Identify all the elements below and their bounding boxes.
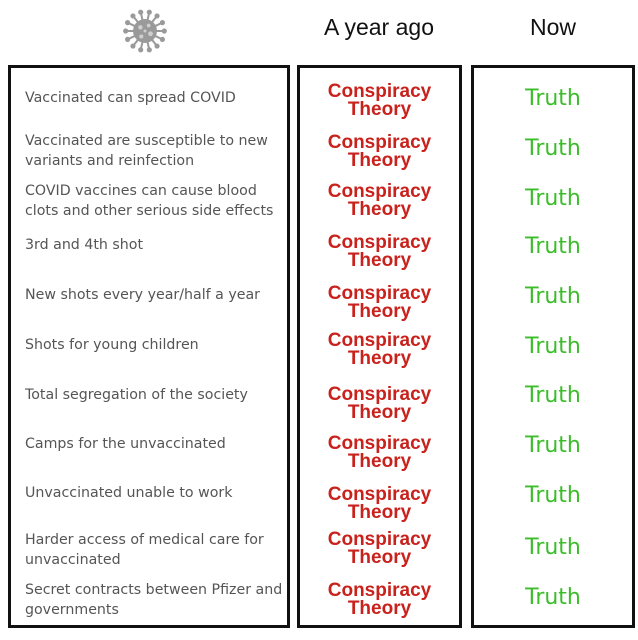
conspiracy-theory-label: Conspiracy Theory <box>327 384 432 423</box>
truth-label: Truth <box>525 584 581 610</box>
claim-text: Secret contracts between Pfizer and gove… <box>25 582 283 618</box>
conspiracy-theory-label: Conspiracy Theory <box>327 529 432 568</box>
claim-text: Vaccinated can spread COVID <box>25 90 236 106</box>
truth-label: Truth <box>525 432 581 458</box>
truth-label: Truth <box>525 233 581 259</box>
virus-icon <box>123 9 167 53</box>
column-header-now: Now <box>529 14 576 40</box>
column-header-a-year-ago: A year ago <box>324 14 434 40</box>
conspiracy-theory-label: Conspiracy Theory <box>327 330 432 369</box>
claim-text: Unvaccinated unable to work <box>25 485 233 501</box>
conspiracy-theory-label: Conspiracy Theory <box>327 232 432 271</box>
truth-label: Truth <box>525 283 581 309</box>
truth-label: Truth <box>525 333 581 359</box>
claim-text: Vaccinated are susceptible to new varian… <box>25 133 268 169</box>
now-column-frame <box>471 65 635 628</box>
conspiracy-theory-label: Conspiracy Theory <box>327 580 432 619</box>
claim-text: COVID vaccines can cause blood clots and… <box>25 183 274 219</box>
truth-label: Truth <box>525 135 581 161</box>
a-year-ago-column-frame <box>297 65 462 628</box>
claim-text: New shots every year/half a year <box>25 287 260 303</box>
conspiracy-theory-label: Conspiracy Theory <box>327 433 432 472</box>
conspiracy-theory-label: Conspiracy Theory <box>327 81 432 120</box>
conspiracy-theory-label: Conspiracy Theory <box>327 283 432 322</box>
claim-text: 3rd and 4th shot <box>25 237 144 253</box>
conspiracy-theory-label: Conspiracy Theory <box>327 484 432 523</box>
claim-text: Camps for the unvaccinated <box>25 436 226 452</box>
conspiracy-theory-label: Conspiracy Theory <box>327 132 432 171</box>
claim-text: Shots for young children <box>25 337 199 353</box>
claim-text: Harder access of medical care for unvacc… <box>25 532 264 568</box>
truth-label: Truth <box>525 382 581 408</box>
truth-label: Truth <box>525 185 581 211</box>
truth-label: Truth <box>525 85 581 111</box>
truth-label: Truth <box>525 534 581 560</box>
truth-label: Truth <box>525 482 581 508</box>
conspiracy-theory-label: Conspiracy Theory <box>327 181 432 220</box>
claim-text: Total segregation of the society <box>25 387 248 403</box>
claims-column-frame <box>8 65 290 628</box>
